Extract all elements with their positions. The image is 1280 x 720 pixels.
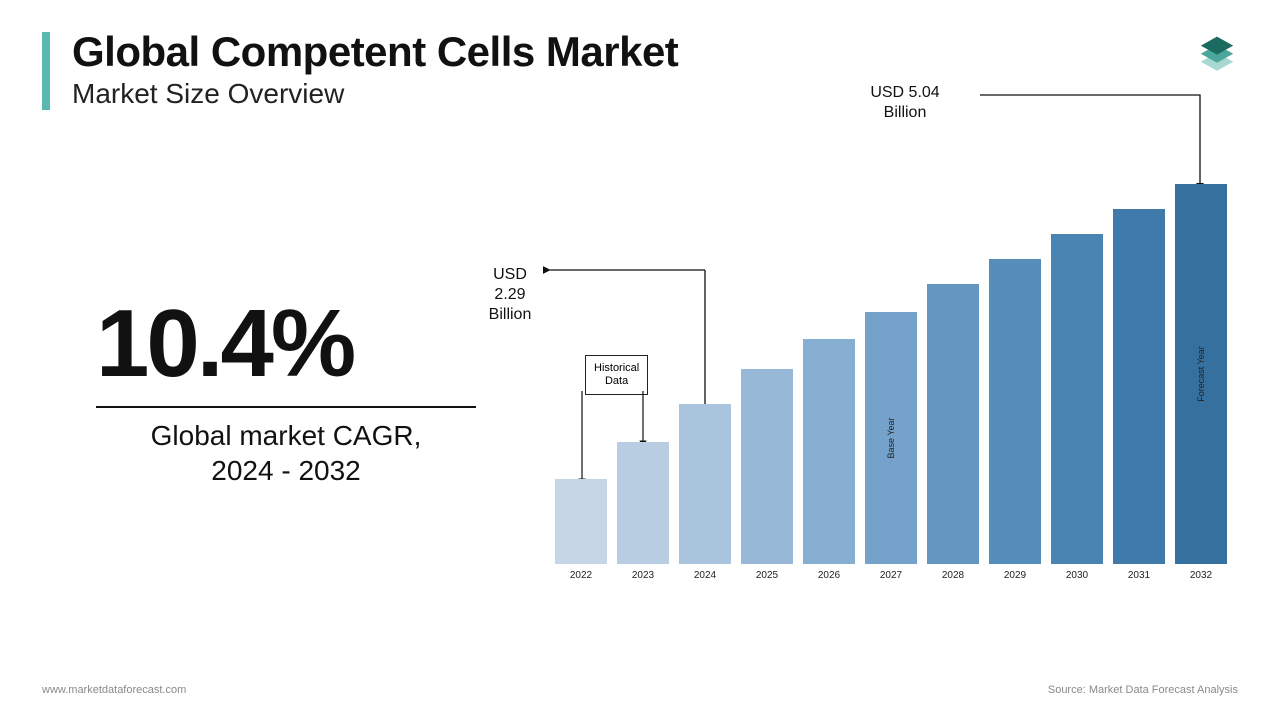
bar: Base Year [865,312,917,564]
bar-year-label: 2032 [1190,570,1212,581]
bar [1051,234,1103,564]
bar-year-label: 2022 [570,570,592,581]
bar-column: 2022 [555,479,607,581]
cagr-value: 10.4% [96,296,476,392]
bar: Forecast Year [1175,184,1227,564]
bar-inline-label: Base Year [886,417,896,458]
footer-url: www.marketdataforecast.com [42,684,186,696]
bars-container: 2022 2023 2024 2025 2026 Base Year 2027 2028 202… [555,181,1235,581]
start-value-l3: Billion [489,306,532,323]
start-value-l2: 2.29 [494,286,525,303]
bar-year-label: 2026 [818,570,840,581]
bar-inline-label: Forecast Year [1196,346,1206,402]
bar-column: 2026 [803,339,855,581]
bar [741,369,793,564]
bar-year-label: 2028 [942,570,964,581]
bar-year-label: 2030 [1066,570,1088,581]
bar-column: 2031 [1113,209,1165,581]
cagr-caption: Global market CAGR, 2024 - 2032 [96,418,476,488]
cagr-caption-line2: 2024 - 2032 [211,455,360,486]
bar [679,404,731,564]
bar [989,259,1041,564]
bar-year-label: 2031 [1128,570,1150,581]
bar-column: 2023 [617,442,669,581]
stat-divider [96,406,476,408]
bar-year-label: 2025 [756,570,778,581]
accent-bar [42,32,50,110]
bar-column: 2028 [927,284,979,581]
bar-year-label: 2029 [1004,570,1026,581]
bar-year-label: 2023 [632,570,654,581]
start-value-l1: USD [493,266,527,283]
bar-column: Forecast Year 2032 [1175,184,1227,581]
logo-icon [1190,24,1244,78]
bar [555,479,607,564]
bar-column: 2024 [679,404,731,581]
page-title: Global Competent Cells Market [72,28,678,76]
bar-column: 2029 [989,259,1041,581]
cagr-caption-line1: Global market CAGR, [151,420,422,451]
bar-column: 2025 [741,369,793,581]
bar-column: Base Year 2027 [865,312,917,581]
bar [803,339,855,564]
cagr-stat-block: 10.4% Global market CAGR, 2024 - 2032 [96,296,476,488]
page-root: Global Competent Cells Market Market Siz… [0,0,1280,720]
bar-year-label: 2027 [880,570,902,581]
bar [617,442,669,564]
bar-year-label: 2024 [694,570,716,581]
bar-column: 2030 [1051,234,1103,581]
footer-source: Source: Market Data Forecast Analysis [1048,684,1238,696]
bar [1113,209,1165,564]
bar-chart: USD 5.04 Billion USD 2.29 Billion [555,175,1235,605]
bar [927,284,979,564]
